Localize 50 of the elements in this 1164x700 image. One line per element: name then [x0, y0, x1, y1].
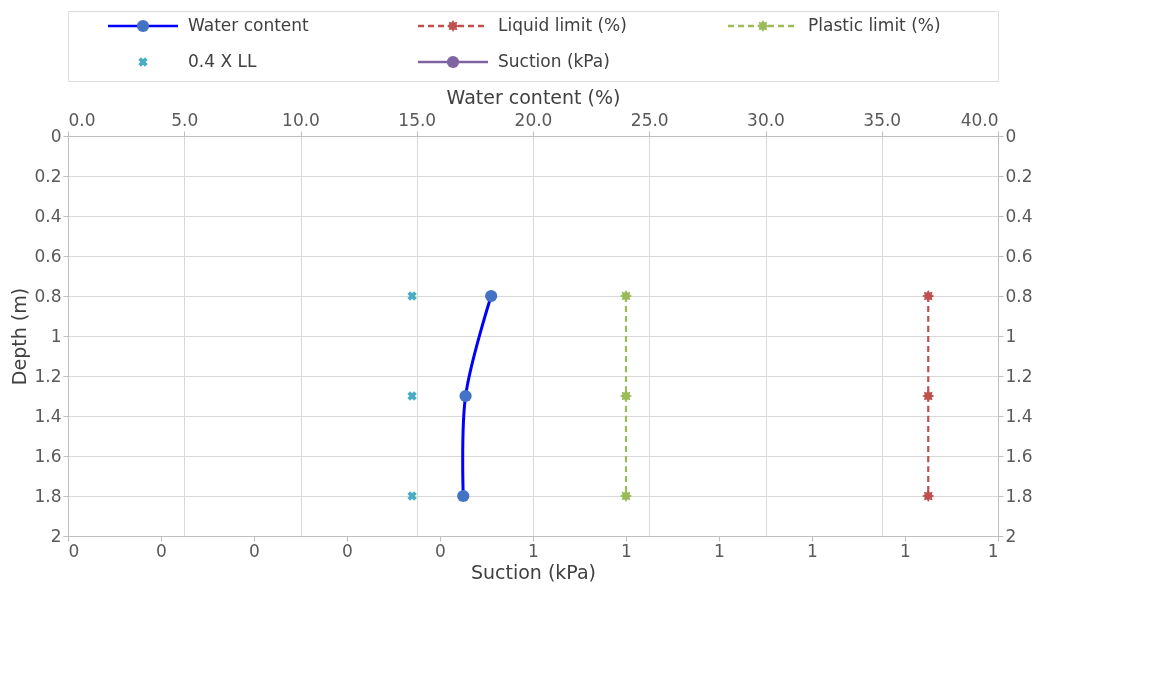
y2-tick-label: 1.4 — [1005, 405, 1033, 426]
legend-label: Suction (kPa) — [498, 51, 610, 71]
x-tick-label: 1 — [621, 540, 632, 561]
y-tick-label: 1.4 — [34, 405, 62, 426]
y-tick-label: 1 — [50, 325, 62, 346]
x2-tick-label: 5.0 — [171, 109, 199, 130]
y-tick-label: 0.4 — [34, 205, 62, 226]
x2-tick-label: 0.0 — [68, 109, 96, 130]
y2-tick-label: 1 — [1005, 325, 1017, 346]
x-tick-label: 1 — [987, 540, 999, 561]
legend-label: 0.4 X LL — [188, 51, 257, 71]
x2-tick-label: 40.0 — [960, 109, 999, 130]
legend-label: Liquid limit (%) — [498, 15, 627, 35]
legend-label: Water content — [188, 15, 310, 35]
y-tick-label: 0 — [50, 125, 62, 146]
x2-axis-title: Water content (%) — [446, 85, 621, 108]
y2-tick-label: 0.8 — [1005, 285, 1033, 306]
x2-tick-label: 30.0 — [747, 109, 785, 130]
x-tick-label: 0 — [156, 540, 167, 561]
x2-tick-label: 15.0 — [398, 109, 437, 130]
y2-tick-label: 1.2 — [1005, 365, 1033, 386]
y2-tick-label: 1.8 — [1005, 485, 1033, 506]
x-tick-label: 0 — [435, 540, 446, 561]
y-tick-label: 1.8 — [34, 485, 62, 506]
x-axis-title: Suction (kPa) — [470, 560, 597, 583]
y2-tick-label: 0.4 — [1005, 205, 1033, 226]
y2-tick-label: 0.6 — [1005, 245, 1033, 266]
y2-tick-label: 0.2 — [1005, 165, 1033, 186]
y-tick-label: 0.6 — [34, 245, 62, 266]
x-tick-label: 0 — [249, 540, 260, 561]
x-tick-label: 1 — [528, 540, 539, 561]
x2-tick-label: 10.0 — [282, 109, 320, 130]
x-tick-label: 1 — [714, 540, 725, 561]
y-tick-label: 0.8 — [34, 285, 62, 306]
y2-tick-label: 0 — [1005, 125, 1017, 146]
y-tick-label: 2 — [50, 525, 62, 546]
y-axis-title: Depth (m) — [8, 287, 31, 386]
y-tick-label: 1.2 — [34, 365, 62, 386]
x2-tick-label: 20.0 — [514, 109, 553, 130]
x-tick-label: 0 — [68, 540, 80, 561]
x2-tick-label: 35.0 — [863, 109, 902, 130]
y2-tick-label: 1.6 — [1005, 445, 1033, 466]
x-tick-label: 0 — [342, 540, 353, 561]
x-tick-label: 1 — [807, 540, 818, 561]
y2-tick-label: 2 — [1005, 525, 1017, 546]
y-tick-label: 1.6 — [34, 445, 62, 466]
legend-label: Plastic limit (%) — [808, 15, 941, 35]
x2-tick-label: 25.0 — [630, 109, 669, 130]
y-tick-label: 0.2 — [34, 165, 62, 186]
x-tick-label: 1 — [900, 540, 911, 561]
